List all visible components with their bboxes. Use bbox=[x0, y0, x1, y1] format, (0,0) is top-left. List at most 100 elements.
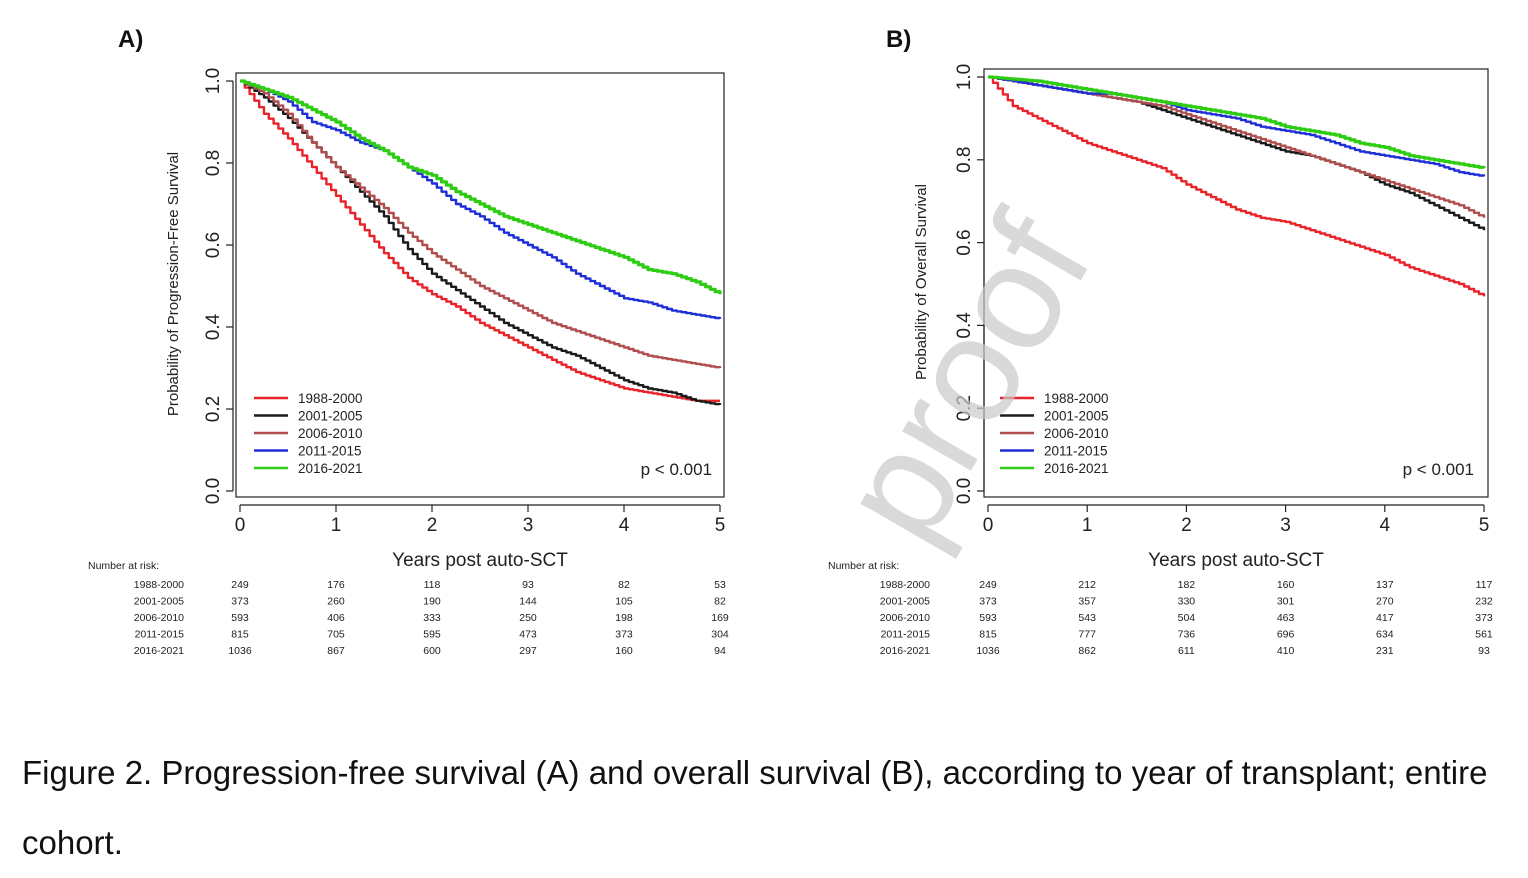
risk-count: 373 bbox=[1475, 612, 1493, 624]
legend-label: 2016-2021 bbox=[1044, 461, 1109, 476]
risk-count: 473 bbox=[519, 629, 537, 641]
legend-label: 1988-2000 bbox=[1044, 391, 1109, 406]
chart-panel-a: A) 0 1 2 3 4 5 Years post auto-SCT 0.0 0.2 0.4 0.6 0… bbox=[0, 0, 764, 700]
p-value-label: p < 0.001 bbox=[1403, 460, 1474, 479]
series-line-2011-2015 bbox=[988, 75, 1486, 177]
risk-count: 463 bbox=[1277, 612, 1295, 624]
risk-count: 297 bbox=[519, 645, 537, 657]
y-axis-label: Probability of Progression-Free Survival bbox=[165, 152, 182, 416]
series-line-2006-2010 bbox=[988, 75, 1486, 218]
risk-count: 118 bbox=[424, 579, 441, 591]
series-line-2016-2021 bbox=[988, 75, 1486, 169]
risk-table-title: Number at risk: bbox=[88, 560, 159, 572]
risk-count: 1036 bbox=[228, 645, 252, 657]
risk-count: 198 bbox=[615, 612, 633, 624]
risk-count: 270 bbox=[1376, 596, 1394, 608]
risk-count: 867 bbox=[327, 645, 345, 657]
legend-label: 2001-2005 bbox=[298, 409, 363, 424]
risk-count: 1036 bbox=[976, 645, 1000, 657]
risk-row-group: 2011-2015 bbox=[135, 629, 185, 641]
risk-row-group: 2016-2021 bbox=[880, 645, 930, 657]
pfs-chart: A) 0 1 2 3 4 5 Years post auto-SCT 0.0 0.2 0.4 0.6 0… bbox=[88, 26, 729, 657]
x-tick-label: 5 bbox=[715, 515, 726, 536]
risk-count: 93 bbox=[522, 579, 534, 591]
risk-count: 705 bbox=[327, 629, 345, 641]
risk-row-group: 2001-2005 bbox=[880, 596, 930, 608]
risk-count: 94 bbox=[714, 645, 726, 657]
risk-count: 249 bbox=[979, 579, 997, 591]
risk-count: 93 bbox=[1478, 645, 1490, 657]
risk-count: 504 bbox=[1178, 612, 1196, 624]
risk-count: 595 bbox=[423, 629, 441, 641]
x-tick-label: 4 bbox=[619, 515, 630, 536]
risk-count: 634 bbox=[1376, 629, 1394, 641]
panel-label: B) bbox=[886, 26, 911, 53]
x-tick-label: 3 bbox=[523, 515, 534, 536]
risk-count: 82 bbox=[714, 596, 726, 608]
risk-count: 406 bbox=[327, 612, 345, 624]
risk-count: 304 bbox=[711, 629, 729, 641]
y-tick-label: 0.2 bbox=[954, 395, 975, 421]
risk-count: 232 bbox=[1475, 596, 1493, 608]
risk-count: 373 bbox=[979, 596, 997, 608]
risk-row-group: 2011-2015 bbox=[881, 629, 931, 641]
series-line-2016-2021 bbox=[240, 79, 722, 295]
risk-row-group: 1988-2000 bbox=[880, 579, 930, 591]
risk-count: 231 bbox=[1376, 645, 1394, 657]
risk-count: 53 bbox=[714, 579, 726, 591]
risk-row-group: 2001-2005 bbox=[134, 596, 184, 608]
risk-row-group: 1988-2000 bbox=[134, 579, 184, 591]
plot-frame bbox=[235, 72, 725, 498]
risk-count: 543 bbox=[1078, 612, 1096, 624]
x-tick-label: 0 bbox=[235, 515, 246, 536]
y-tick-label: 0.4 bbox=[954, 312, 975, 339]
y-axis-label: Probability of Overall Survival bbox=[913, 184, 930, 380]
legend-label: 2006-2010 bbox=[298, 426, 363, 441]
risk-count: 249 bbox=[231, 579, 249, 591]
risk-count: 160 bbox=[615, 645, 633, 657]
risk-count: 137 bbox=[1376, 579, 1394, 591]
risk-count: 250 bbox=[519, 612, 537, 624]
risk-count: 160 bbox=[1277, 579, 1295, 591]
risk-count: 593 bbox=[231, 612, 249, 624]
risk-count: 82 bbox=[618, 579, 630, 591]
y-tick-label: 0.2 bbox=[203, 396, 224, 422]
x-tick-label: 4 bbox=[1380, 515, 1391, 536]
legend-label: 2016-2021 bbox=[298, 461, 363, 476]
series-line-2011-2015 bbox=[240, 79, 722, 320]
chart-panel-b: B) 0 1 2 3 4 5 Years post auto-SCT 0.0 0.2 0.4 0.6 0… bbox=[764, 0, 1528, 700]
risk-row-group: 2006-2010 bbox=[880, 612, 930, 624]
risk-count: 301 bbox=[1277, 596, 1295, 608]
y-tick-label: 0.8 bbox=[954, 147, 975, 173]
y-tick-label: 1.0 bbox=[954, 64, 975, 90]
legend-label: 2006-2010 bbox=[1044, 426, 1109, 441]
legend-label: 2011-2015 bbox=[298, 444, 362, 459]
risk-count: 410 bbox=[1277, 645, 1295, 657]
risk-count: 373 bbox=[615, 629, 633, 641]
y-tick-label: 0.0 bbox=[203, 478, 224, 504]
x-tick-label: 2 bbox=[427, 515, 438, 536]
x-axis-label: Years post auto-SCT bbox=[1148, 550, 1324, 571]
panel-label: A) bbox=[118, 26, 143, 53]
y-tick-label: 0.4 bbox=[203, 313, 224, 340]
y-tick-label: 1.0 bbox=[203, 68, 224, 94]
risk-count: 736 bbox=[1178, 629, 1196, 641]
risk-count: 190 bbox=[423, 596, 441, 608]
x-tick-label: 0 bbox=[983, 515, 994, 536]
risk-count: 117 bbox=[1476, 579, 1493, 591]
risk-count: 600 bbox=[423, 645, 441, 657]
legend-label: 2001-2005 bbox=[1044, 409, 1109, 424]
risk-count: 330 bbox=[1178, 596, 1196, 608]
x-tick-label: 3 bbox=[1280, 515, 1291, 536]
y-tick-label: 0.6 bbox=[954, 229, 975, 255]
risk-count: 815 bbox=[231, 629, 249, 641]
x-tick-label: 2 bbox=[1181, 515, 1192, 536]
risk-table-title: Number at risk: bbox=[828, 560, 899, 572]
risk-count: 169 bbox=[711, 612, 729, 624]
x-tick-label: 1 bbox=[331, 515, 342, 536]
risk-count: 176 bbox=[327, 579, 345, 591]
y-tick-label: 0.8 bbox=[203, 150, 224, 176]
risk-count: 212 bbox=[1078, 579, 1096, 591]
y-tick-label: 0.6 bbox=[203, 232, 224, 258]
risk-count: 373 bbox=[231, 596, 249, 608]
